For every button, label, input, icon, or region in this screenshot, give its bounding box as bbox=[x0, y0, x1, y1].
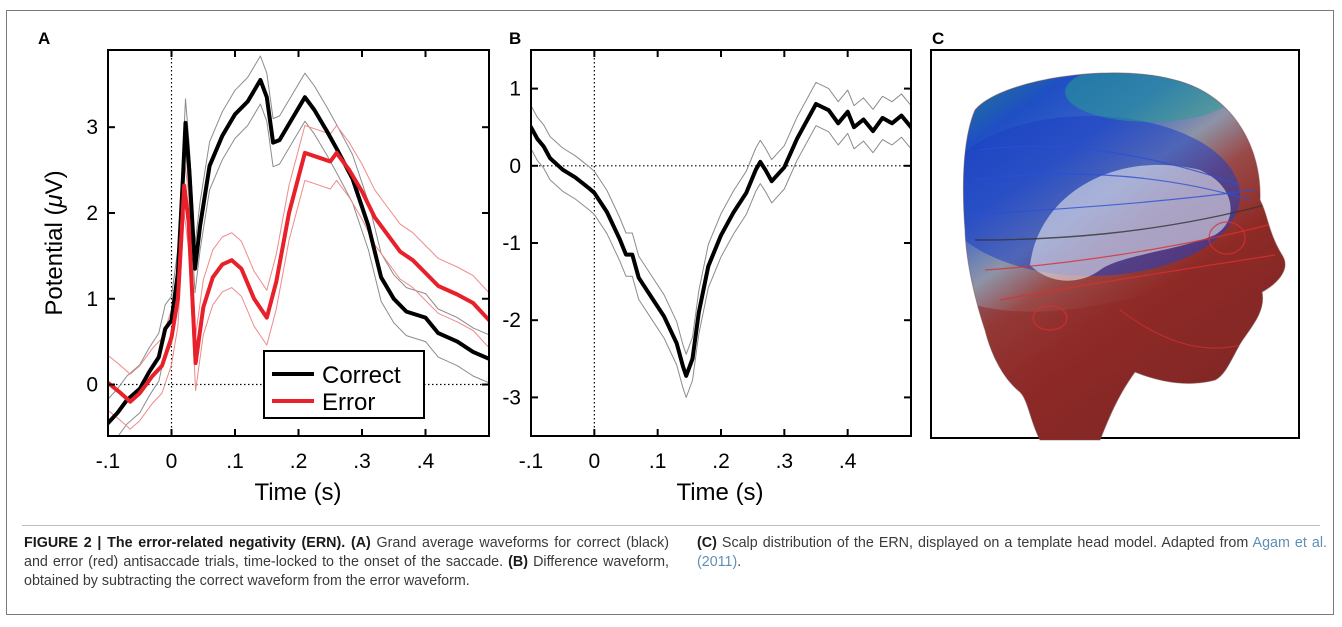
panel-a-x-tick-label: .3 bbox=[353, 450, 371, 473]
panel-a-y-tick-label: 3 bbox=[86, 116, 98, 139]
panel-b-y-tick-label: -1 bbox=[502, 232, 521, 255]
panel-a-y-tick-label: 1 bbox=[86, 288, 98, 311]
panel-b-difference-upper-bound bbox=[531, 81, 911, 355]
panel-b-label: B bbox=[509, 29, 521, 48]
panel-b-y-tick-label: -2 bbox=[502, 309, 521, 332]
panel-c-label: C bbox=[932, 29, 944, 48]
caption-b-marker: (B) bbox=[508, 554, 529, 570]
legend-box bbox=[263, 350, 425, 419]
panel-a-refs bbox=[108, 50, 489, 436]
panel-b-ticks: -.1 0 .1 .2 .3 .4 -3 -2 -1 0 1 bbox=[502, 50, 911, 473]
caption-citation-link[interactable]: Agam et al. (2011) bbox=[697, 535, 1328, 570]
figure-svg: A B C -.1 0 .1 .2 .3 .4 0 1 2 3 Time (s) Potentia… bbox=[38, 29, 1300, 506]
panel-b-refs bbox=[531, 50, 911, 436]
panel-a-ticks: -.1 0 .1 .2 .3 .4 0 1 2 3 bbox=[86, 50, 489, 473]
caption-c-text: Scalp distribution of the ERN, displayed… bbox=[721, 535, 1249, 551]
panel-b-frame bbox=[530, 49, 912, 437]
panel-a-y-tick-label: 0 bbox=[86, 374, 98, 397]
panel-a-label: A bbox=[38, 29, 50, 48]
caption-b-text: Difference waveform, obtained by subtrac… bbox=[24, 554, 669, 589]
panel-c-scalp-map bbox=[930, 49, 1300, 441]
panel-b-difference-series-line bbox=[531, 102, 911, 378]
caption-c-marker: (C) bbox=[697, 535, 717, 551]
panel-b-x-tick-label: .4 bbox=[839, 450, 857, 473]
panel-a-x-tick-label: .4 bbox=[417, 450, 435, 473]
panel-a-x-tick-label: .1 bbox=[226, 450, 244, 473]
caption-left-column: FIGURE 2 | The error-related negativity … bbox=[24, 534, 669, 591]
legend: Correct Error bbox=[263, 350, 425, 419]
panel-b-y-tick-label: 1 bbox=[509, 78, 521, 101]
caption-end: . bbox=[737, 554, 742, 570]
panel-a-frame bbox=[107, 49, 490, 437]
panel-a-x-tick-label: .2 bbox=[290, 450, 308, 473]
panel-b-lines bbox=[531, 102, 911, 378]
caption-rule bbox=[22, 525, 1320, 526]
panel-a-error-lower-bound bbox=[108, 179, 489, 430]
panel-a-xlabel: Time (s) bbox=[254, 479, 341, 506]
panel-b-y-tick-label: 0 bbox=[509, 155, 521, 178]
panel-b-y-tick-label: -3 bbox=[502, 386, 521, 409]
panel-a-y-tick-label: 2 bbox=[86, 202, 98, 225]
panel-a-bands bbox=[108, 55, 489, 436]
caption-a-marker: (A) bbox=[350, 535, 371, 551]
caption-right-column: (C) Scalp distribution of the ERN, displ… bbox=[697, 534, 1327, 572]
panel-a-x-tick-label: 0 bbox=[166, 450, 178, 473]
caption-figure-label: FIGURE 2 | The error-related negativity … bbox=[24, 535, 346, 551]
panel-a-error-upper-bound bbox=[108, 125, 489, 375]
panel-b-x-tick-label: .1 bbox=[649, 450, 667, 473]
legend-error-label: Error bbox=[322, 389, 375, 416]
panel-a-correct-upper-bound bbox=[108, 55, 489, 400]
panel-b-x-tick-label: 0 bbox=[588, 450, 600, 473]
panel-a-x-tick-label: -.1 bbox=[96, 450, 121, 473]
figure-frame bbox=[6, 10, 1334, 615]
panel-a-correct-series-line bbox=[108, 78, 489, 426]
legend-correct-label: Correct bbox=[322, 362, 401, 389]
panel-b-difference-lower-bound bbox=[531, 125, 911, 398]
panel-a-error-series-line bbox=[108, 150, 489, 404]
panel-b-x-tick-label: .3 bbox=[776, 450, 794, 473]
panel-b-chart: -.1 0 .1 .2 .3 .4 -3 -2 -1 0 1 Time (s) bbox=[502, 49, 912, 506]
caption-a-text: Grand average waveforms for correct (bla… bbox=[24, 535, 669, 570]
panel-a-chart: -.1 0 .1 .2 .3 .4 0 1 2 3 Time (s) Potential (μV)… bbox=[41, 49, 490, 506]
panel-b-x-tick-label: .2 bbox=[712, 450, 730, 473]
panel-b-x-tick-label: -.1 bbox=[519, 450, 544, 473]
panel-b-xlabel: Time (s) bbox=[676, 479, 763, 506]
panel-a-ylabel: Potential (μV) bbox=[41, 170, 68, 315]
panel-a-lines bbox=[108, 78, 489, 426]
panel-b-bands bbox=[531, 81, 911, 398]
